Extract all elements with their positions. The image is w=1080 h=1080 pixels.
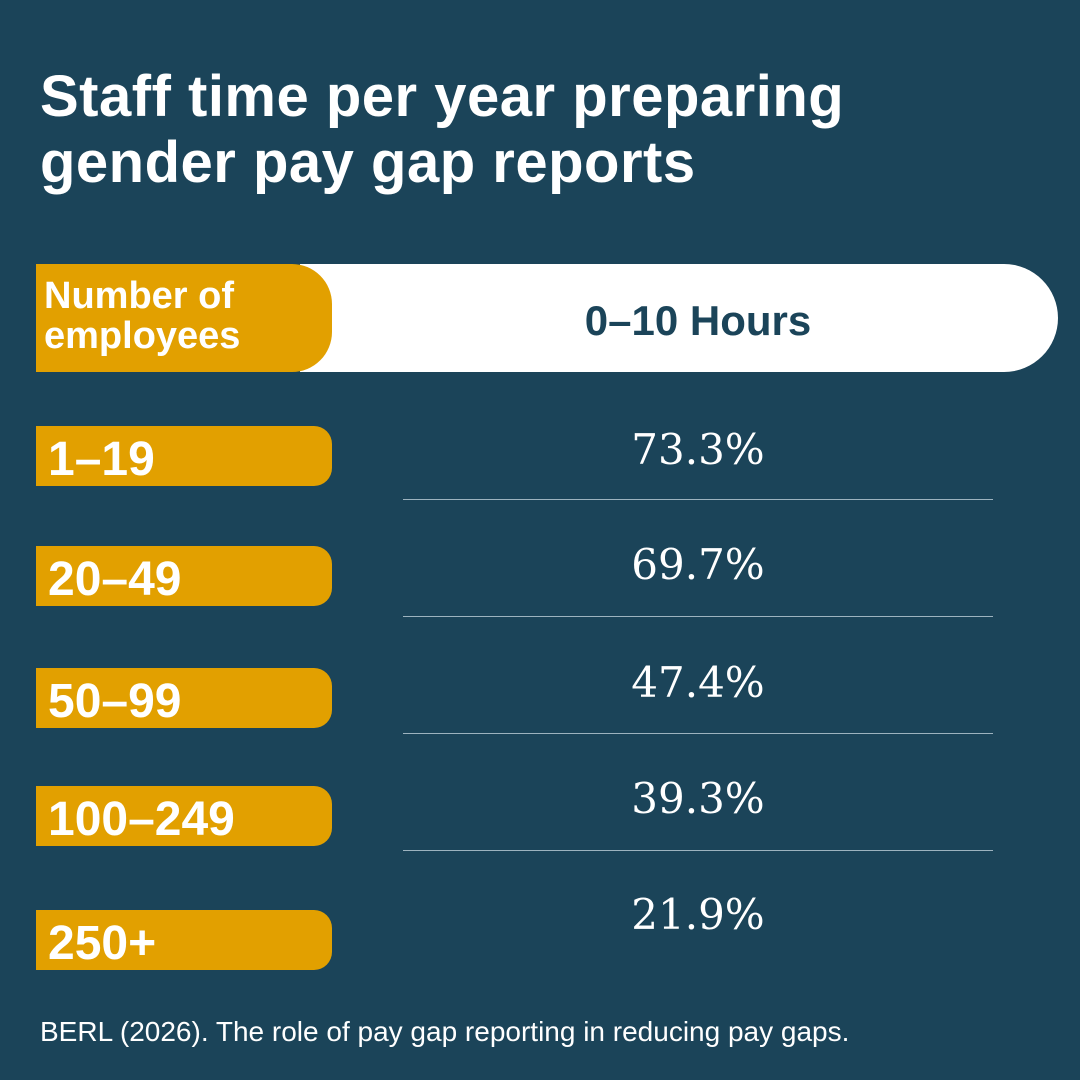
- row-label: 50–99: [48, 675, 182, 728]
- column-header-label: 0–10 Hours: [584, 297, 812, 344]
- title-line-1: Staff time per year preparing: [40, 64, 845, 129]
- source-citation: BERL (2026). The role of pay gap reporti…: [40, 1016, 850, 1047]
- row-label-bar: 50–99: [36, 668, 332, 728]
- row-divider: [403, 850, 993, 851]
- row-header-line-2: employees: [44, 315, 241, 357]
- row-label-bar: 250+: [36, 910, 332, 970]
- row-value: 21.9%: [631, 890, 765, 939]
- chart-title: Staff time per year preparing gender pay…: [40, 64, 1040, 196]
- column-header-bar: [300, 264, 1058, 372]
- row-label-bar: 100–249: [36, 786, 332, 846]
- row-value: 39.3%: [631, 774, 765, 823]
- row-divider: [403, 733, 993, 734]
- row-header-label: Number of employees: [44, 276, 324, 356]
- row-header-line-1: Number of: [44, 275, 234, 317]
- row-label: 20–49: [48, 553, 182, 606]
- row-header-bar: [36, 264, 332, 372]
- title-line-2: gender pay gap reports: [40, 130, 696, 195]
- row-label-bar: 20–49: [36, 546, 332, 606]
- row-value: 73.3%: [631, 425, 765, 474]
- row-value: 47.4%: [631, 658, 765, 707]
- row-label: 100–249: [48, 793, 235, 846]
- row-divider: [403, 499, 993, 500]
- row-divider: [403, 616, 993, 617]
- row-label: 250+: [48, 917, 157, 970]
- row-value: 69.7%: [631, 540, 765, 589]
- row-label-bar: 1–19: [36, 426, 332, 486]
- row-label: 1–19: [48, 433, 155, 486]
